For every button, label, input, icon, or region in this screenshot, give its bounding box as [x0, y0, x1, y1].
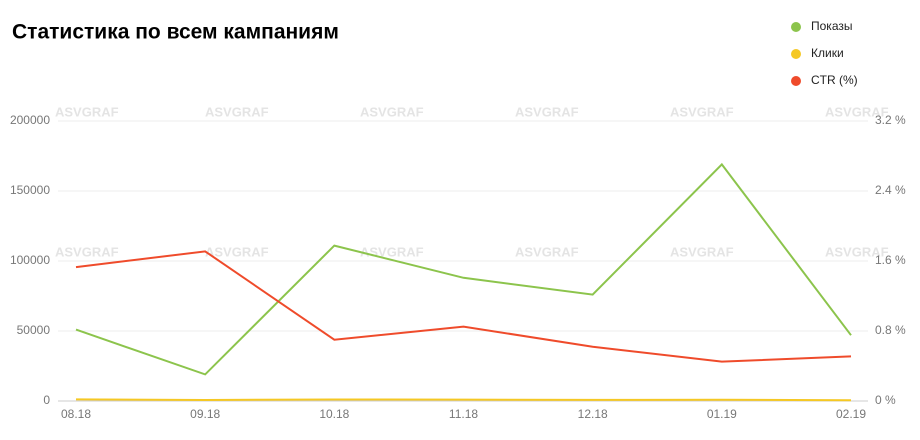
- watermark: ASVGRAF: [515, 244, 579, 259]
- y2-tick-label: 0 %: [875, 393, 896, 407]
- x-tick-label: 02.19: [836, 407, 866, 421]
- watermark: ASVGRAF: [515, 104, 579, 119]
- series-line: [75, 162, 852, 376]
- chart-title: Статистика по всем кампаниям: [12, 21, 339, 44]
- y2-tick-label: 2.4 %: [875, 183, 906, 197]
- series-line: [75, 398, 852, 402]
- x-tick-label: 01.19: [707, 407, 737, 421]
- watermark: ASVGRAF: [55, 104, 119, 119]
- watermark: ASVGRAF: [205, 104, 269, 119]
- x-tick-label: 11.18: [449, 407, 478, 421]
- y2-tick-label: 0.8 %: [875, 323, 906, 337]
- watermark: ASVGRAF: [360, 104, 424, 119]
- y2-tick-label: 1.6 %: [875, 253, 906, 267]
- watermark: ASVGRAF: [670, 104, 734, 119]
- y-tick-label: 100000: [10, 253, 50, 267]
- legend-label: CTR (%): [811, 73, 858, 87]
- watermark: ASVGRAF: [205, 244, 269, 259]
- legend-marker: [791, 22, 801, 32]
- y2-tick-label: 3.2 %: [875, 113, 906, 127]
- legend-marker: [791, 49, 801, 59]
- watermark: ASVGRAF: [360, 244, 424, 259]
- watermark: ASVGRAF: [55, 244, 119, 259]
- x-tick-label: 08.18: [61, 407, 91, 421]
- y-tick-label: 0: [43, 393, 50, 407]
- y-tick-label: 200000: [10, 113, 50, 127]
- legend-label: Клики: [811, 46, 844, 60]
- legend-marker: [791, 76, 801, 86]
- watermark: ASVGRAF: [825, 104, 889, 119]
- y-tick-label: 50000: [17, 323, 51, 337]
- watermark: ASVGRAF: [825, 244, 889, 259]
- x-tick-label: 10.18: [319, 407, 349, 421]
- x-tick-label: 09.18: [190, 407, 220, 421]
- x-tick-label: 12.18: [578, 407, 608, 421]
- legend-label: Показы: [811, 19, 852, 33]
- series-line: [75, 250, 852, 363]
- y-tick-label: 150000: [10, 183, 50, 197]
- watermark: ASVGRAF: [670, 244, 734, 259]
